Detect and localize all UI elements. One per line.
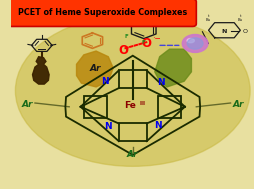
Polygon shape xyxy=(33,57,49,84)
Text: N: N xyxy=(104,122,112,131)
Ellipse shape xyxy=(186,38,202,49)
Text: III: III xyxy=(138,101,145,106)
Text: F: F xyxy=(141,40,145,45)
Text: PCET of Heme Superoxide Complexes: PCET of Heme Superoxide Complexes xyxy=(18,8,186,17)
Text: t
Bu: t Bu xyxy=(237,14,242,22)
Text: O: O xyxy=(242,29,247,34)
Text: Ar: Ar xyxy=(231,100,243,109)
Text: Ar: Ar xyxy=(126,150,138,160)
Ellipse shape xyxy=(15,15,249,166)
Text: Ar: Ar xyxy=(22,100,33,109)
Text: N: N xyxy=(156,78,164,87)
Text: F: F xyxy=(141,13,145,18)
Polygon shape xyxy=(154,49,191,87)
Text: N: N xyxy=(154,121,162,130)
Text: Ar: Ar xyxy=(89,64,100,74)
Text: N: N xyxy=(221,29,226,34)
Ellipse shape xyxy=(182,35,207,52)
Text: Fe: Fe xyxy=(123,101,135,110)
Text: O: O xyxy=(141,37,151,50)
Text: ·−: ·− xyxy=(151,34,160,43)
Ellipse shape xyxy=(186,39,194,43)
FancyBboxPatch shape xyxy=(8,0,196,26)
Text: O: O xyxy=(118,44,128,57)
Text: F: F xyxy=(124,20,127,25)
Polygon shape xyxy=(76,51,113,87)
Text: F: F xyxy=(124,34,127,39)
Text: t
Bu: t Bu xyxy=(205,14,210,22)
Text: N: N xyxy=(100,77,108,86)
